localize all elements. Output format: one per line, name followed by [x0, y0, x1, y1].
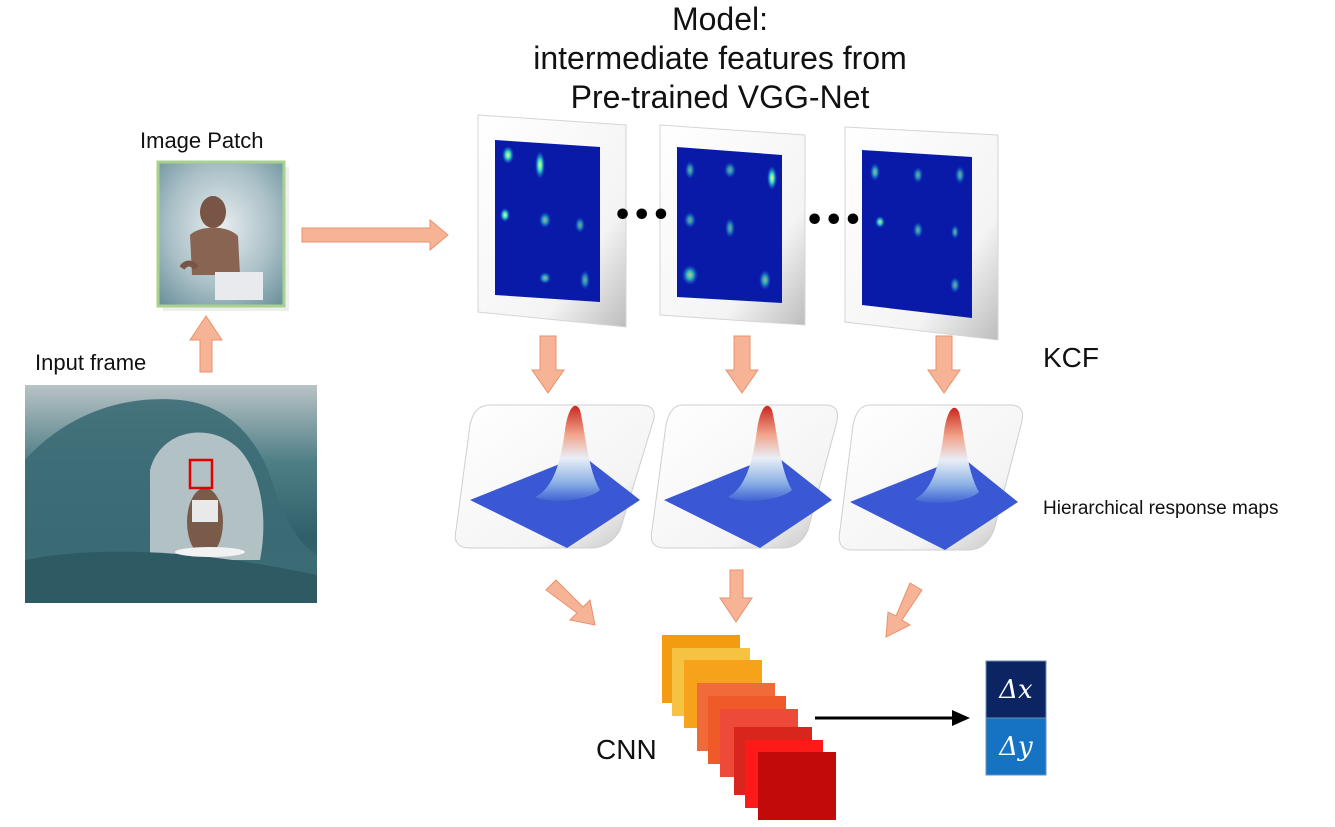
title-line-3: Pre-trained VGG-Net	[570, 79, 870, 115]
output-dx-box: Δx	[985, 660, 1047, 719]
arrow-feature-to-map-1	[531, 335, 565, 394]
feature-map-2	[659, 124, 806, 326]
output-dy-box: Δy	[985, 717, 1047, 776]
response-map-1	[454, 404, 655, 549]
ellipsis-2: •••	[805, 203, 863, 238]
arrow-map-3-to-cnn	[885, 582, 923, 638]
cnn-layer-stack	[662, 635, 836, 820]
target-box	[188, 458, 214, 490]
title-line-2: intermediate features from	[533, 40, 907, 76]
response-map-2	[650, 404, 839, 549]
output-dx-label: Δx	[998, 675, 1033, 705]
diagram-title: Model: intermediate features from Pre-tr…	[450, 0, 990, 117]
feature-map-1	[477, 114, 627, 328]
kcf-label: KCF	[1043, 342, 1099, 373]
response-map-3	[838, 404, 1024, 551]
arrow-map-1-to-cnn	[545, 579, 596, 626]
response-maps-label: Hierarchical response maps	[1043, 498, 1279, 519]
arrow-map-2-to-cnn	[719, 569, 753, 623]
arrow-cnn-to-output	[815, 710, 970, 726]
image-patch-thumbnail	[156, 160, 289, 311]
title-line-1: Model:	[671, 1, 769, 37]
arrow-feature-to-map-3	[927, 335, 961, 394]
cnn-label: CNN	[596, 734, 657, 765]
arrow-feature-to-map-2	[725, 335, 759, 394]
ellipsis-1: •••	[613, 198, 671, 233]
output-dy-label: Δy	[998, 732, 1033, 762]
arrow-frame-to-patch	[189, 315, 223, 373]
input-frame-image	[25, 385, 317, 603]
arrow-patch-to-features	[301, 218, 449, 252]
image-patch-label: Image Patch	[140, 128, 264, 153]
feature-map-3	[844, 126, 999, 341]
input-frame-label: Input frame	[35, 350, 147, 375]
